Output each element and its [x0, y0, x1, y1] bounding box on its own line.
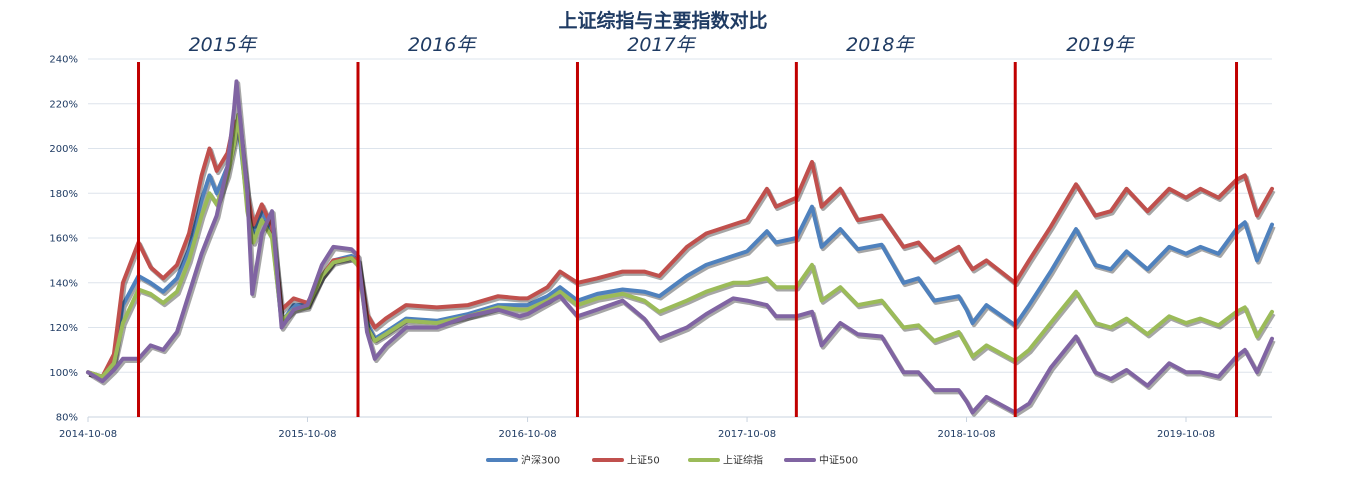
x-tick-label-2019-10-08: 2019-10-08 [1157, 429, 1215, 440]
year-label-5: 2019年 [1066, 34, 1135, 56]
x-tick-label-2014-10-08: 2014-10-08 [59, 429, 117, 440]
y-tick-label-220: 220% [49, 99, 78, 110]
series-shadow-4 [88, 81, 1276, 417]
y-tick-label-160: 160% [49, 234, 78, 245]
legend: 沪深300 上证50 上证综指 中证500 [486, 454, 858, 467]
y-tick-label-80: 80% [56, 413, 78, 424]
chart-title: 上证综指与主要指数对比 [558, 10, 768, 32]
y-tick-label-100: 100% [49, 368, 78, 379]
y-tick-label-200: 200% [49, 144, 78, 155]
year-dividers [137, 62, 1239, 417]
legend-label-3: 上证综指 [723, 454, 763, 467]
series-shadow-3 [88, 114, 1276, 381]
x-tick-label-2015-10-08: 2015-10-08 [278, 429, 336, 440]
series-line-2 [86, 119, 1274, 379]
year-label-3: 2017年 [627, 34, 696, 56]
legend-label-2: 上证50 [627, 455, 660, 467]
y-tick-label-240: 240% [49, 55, 78, 66]
y-tick-label-120: 120% [49, 323, 78, 334]
legend-label-1: 沪深300 [521, 454, 560, 467]
x-axis-ticks: 2014-10-08 2015-10-08 2016-10-08 2017-10-08… [59, 417, 1215, 440]
legend-label-4: 中证500 [819, 454, 858, 467]
x-tick-label-2018-10-08: 2018-10-08 [937, 429, 995, 440]
series-line-4 [86, 79, 1274, 415]
y-tick-label-140: 140% [49, 278, 78, 289]
x-tick-label-2017-10-08: 2017-10-08 [718, 429, 776, 440]
y-tick-label-180: 180% [49, 189, 78, 200]
y-axis-ticks: 80% 100% 120% 140% 160% 180% 200% 220% 240% [49, 55, 78, 424]
year-labels: 2015年 2016年 2017年 2018年 2019年 [189, 34, 1136, 56]
series-line-3 [86, 112, 1274, 379]
gridlines [88, 58, 1272, 418]
year-label-4: 2018年 [846, 34, 915, 56]
x-tick-label-2016-10-08: 2016-10-08 [499, 429, 557, 440]
year-label-1: 2015年 [189, 34, 258, 56]
series-lines [86, 79, 1276, 417]
year-label-2: 2016年 [408, 34, 477, 56]
